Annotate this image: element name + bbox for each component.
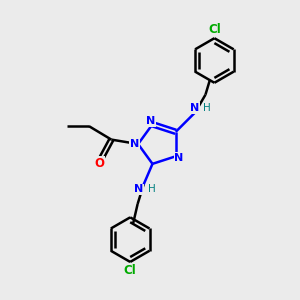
- Text: N: N: [190, 103, 200, 113]
- Text: N: N: [174, 153, 183, 163]
- Text: N: N: [146, 116, 156, 126]
- Text: N: N: [134, 184, 144, 194]
- Text: H: H: [148, 184, 156, 194]
- Text: O: O: [94, 157, 104, 170]
- Text: Cl: Cl: [208, 23, 221, 36]
- Text: N: N: [130, 139, 139, 149]
- Text: H: H: [203, 103, 211, 113]
- Text: Cl: Cl: [124, 264, 136, 277]
